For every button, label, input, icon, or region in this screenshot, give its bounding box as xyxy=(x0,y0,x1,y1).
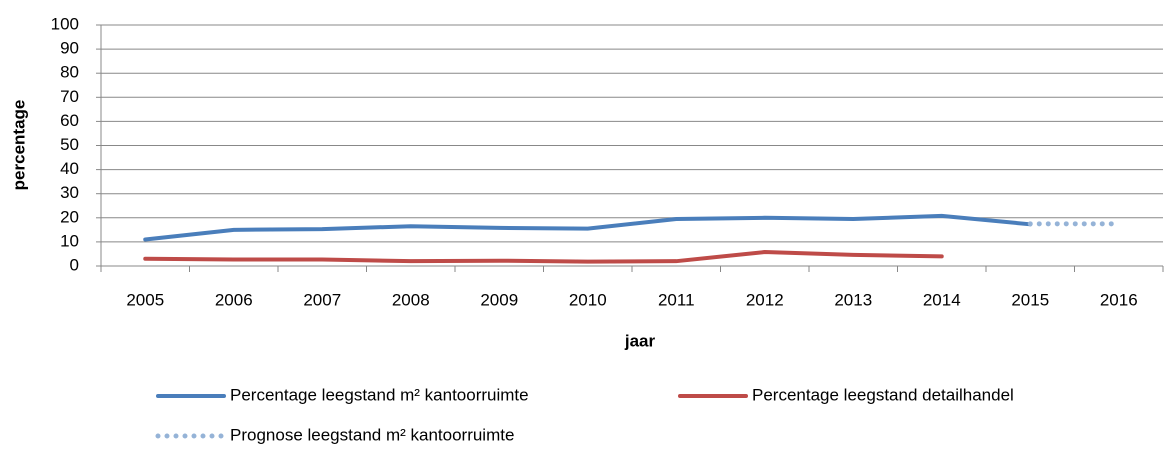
y-tick-label: 70 xyxy=(60,87,79,106)
x-tick-label: 2013 xyxy=(834,290,872,309)
x-tick-label: 2012 xyxy=(746,290,784,309)
y-tick-label: 90 xyxy=(60,39,79,58)
y-tick-label: 80 xyxy=(60,63,79,82)
y-tick-label: 60 xyxy=(60,111,79,130)
y-axis-title: percentage xyxy=(9,100,28,191)
series-line xyxy=(143,213,1033,242)
x-axis-title: jaar xyxy=(624,331,656,350)
y-tick-label: 40 xyxy=(60,159,79,178)
legend-label: Percentage leegstand detailhandel xyxy=(752,385,1014,404)
legend-label: Prognose leegstand m² kantoorruimte xyxy=(230,425,514,444)
y-tick-label: 10 xyxy=(60,231,79,250)
x-tick-label: 2008 xyxy=(392,290,430,309)
x-tick-label: 2015 xyxy=(1011,290,1049,309)
y-tick-label: 20 xyxy=(60,207,79,226)
x-tick-label: 2010 xyxy=(569,290,607,309)
x-tick-label: 2011 xyxy=(658,290,695,309)
x-tick-label: 2009 xyxy=(480,290,518,309)
x-tick-label: 2005 xyxy=(126,290,164,309)
y-tick-label: 100 xyxy=(51,14,79,33)
y-tick-label: 0 xyxy=(70,255,79,274)
y-tick-label: 30 xyxy=(60,183,79,202)
x-tick-label: 2007 xyxy=(303,290,341,309)
series-line xyxy=(143,250,944,264)
y-tick-label: 50 xyxy=(60,135,79,154)
x-tick-label: 2014 xyxy=(923,290,961,309)
x-tick-label: 2016 xyxy=(1100,290,1138,309)
legend-label: Percentage leegstand m² kantoorruimte xyxy=(230,385,529,404)
x-tick-label: 2006 xyxy=(215,290,253,309)
